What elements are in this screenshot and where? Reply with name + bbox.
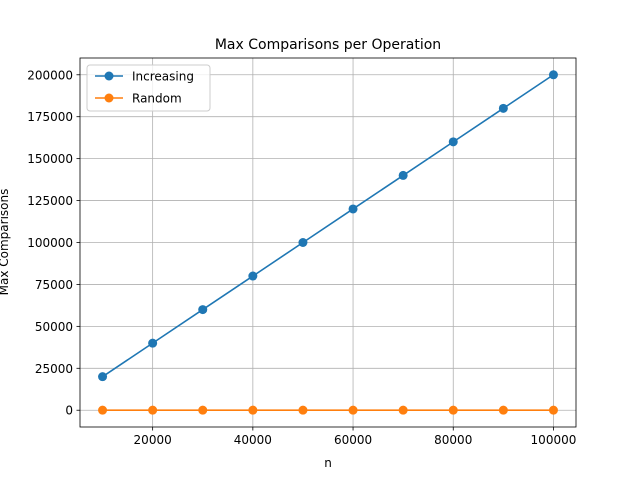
y-tick-label: 200000 <box>27 68 73 82</box>
y-tick-label: 25000 <box>35 362 73 376</box>
data-point-increasing <box>449 137 458 146</box>
x-tick-label: 100000 <box>531 433 577 447</box>
data-point-random <box>399 406 408 415</box>
data-point-random <box>349 406 358 415</box>
x-tick-label: 60000 <box>334 433 372 447</box>
y-tick-label: 0 <box>65 404 73 418</box>
data-point-random <box>98 406 107 415</box>
data-point-increasing <box>499 104 508 113</box>
x-tick-label: 20000 <box>134 433 172 447</box>
y-tick-label: 100000 <box>27 236 73 250</box>
y-tick-label: 50000 <box>35 320 73 334</box>
data-point-increasing <box>198 305 207 314</box>
data-point-increasing <box>98 372 107 381</box>
data-point-random <box>198 406 207 415</box>
data-point-increasing <box>349 204 358 213</box>
data-point-random <box>499 406 508 415</box>
legend-marker-increasing <box>105 72 114 81</box>
data-point-random <box>298 406 307 415</box>
data-point-random <box>449 406 458 415</box>
y-tick-label: 125000 <box>27 194 73 208</box>
y-tick-label: 75000 <box>35 278 73 292</box>
x-tick-label: 80000 <box>434 433 472 447</box>
data-point-random <box>549 406 558 415</box>
data-point-random <box>248 406 257 415</box>
data-point-random <box>148 406 157 415</box>
legend: Increasing Random <box>87 65 210 111</box>
y-tick-label: 175000 <box>27 110 73 124</box>
x-axis-label: n <box>324 456 332 470</box>
x-tick-label: 40000 <box>234 433 272 447</box>
data-point-increasing <box>298 238 307 247</box>
data-point-increasing <box>248 272 257 281</box>
legend-marker-random <box>105 94 114 103</box>
y-tick-label: 150000 <box>27 152 73 166</box>
data-point-increasing <box>148 339 157 348</box>
chart-title: Max Comparisons per Operation <box>215 37 441 53</box>
data-point-increasing <box>549 70 558 79</box>
data-point-increasing <box>399 171 408 180</box>
legend-label-random: Random <box>132 92 182 106</box>
legend-label-increasing: Increasing <box>132 70 194 84</box>
y-axis-label: Max Comparisons <box>0 189 11 296</box>
